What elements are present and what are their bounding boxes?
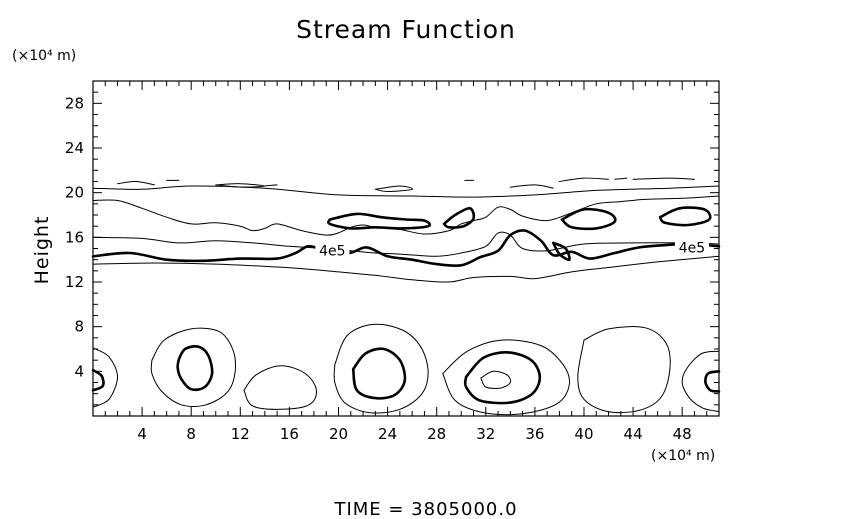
contour-line (150, 327, 237, 408)
plot-frame (92, 80, 720, 417)
contour-line (264, 184, 278, 187)
contour-line-thick (442, 206, 476, 229)
contour-line (577, 326, 671, 414)
contour-line (442, 339, 571, 416)
y-tick-label: 16 (65, 228, 84, 246)
y-tick-label: 28 (65, 94, 84, 112)
y-tick-label: 8 (74, 318, 84, 336)
y-tick-label: 20 (65, 184, 84, 202)
contour-line-thick (704, 370, 721, 393)
y-tick-label: 12 (65, 273, 84, 291)
contour-line (374, 185, 413, 192)
contour-line (92, 185, 720, 198)
contour-line (92, 255, 720, 283)
contour-line (509, 184, 554, 189)
x-tick-label: 20 (329, 425, 348, 443)
contour-line (117, 180, 155, 186)
contour-line (92, 347, 118, 408)
contour-labels: 4e5 4e5 (315, 238, 709, 260)
x-tick-label: 36 (525, 425, 544, 443)
contour-label-background (674, 238, 709, 256)
contour-line-thick (658, 206, 712, 227)
contour-line (558, 177, 609, 182)
x-tick-label: 12 (231, 425, 250, 443)
axis-ticks (93, 81, 719, 416)
contour-line (480, 370, 512, 389)
contour-line (632, 177, 695, 180)
time-footer: TIME = 3805000.0 (333, 499, 517, 519)
contour-label-background (315, 241, 350, 259)
y-tick-label: 24 (65, 139, 84, 157)
x-tick-label: 48 (673, 425, 692, 443)
chart-title: Stream Function (296, 15, 516, 44)
x-tick-label: 44 (624, 425, 643, 443)
contour-line-thick (552, 241, 571, 262)
contour-line-thick (463, 351, 542, 405)
contour-line-thick (560, 207, 617, 231)
x-tick-label: 4 (137, 425, 147, 443)
x-axis-unit-label: (×10⁴ m) (651, 448, 715, 464)
y-tick-label: 4 (74, 362, 84, 380)
contour-line (681, 350, 720, 412)
y-axis-title: Height (31, 216, 53, 285)
contour-line (92, 231, 720, 257)
contour-line-thick (91, 368, 105, 392)
contour-line-thick (176, 345, 214, 392)
contour-lines (91, 177, 721, 416)
contour-line-thick (91, 229, 721, 268)
x-tick-label: 8 (186, 425, 196, 443)
contour-line-thick (327, 212, 432, 230)
x-tick-label: 24 (378, 425, 397, 443)
y-axis-unit-label: (×10⁴ m) (12, 48, 76, 64)
x-tick-label: 28 (427, 425, 446, 443)
x-tick-label: 16 (280, 425, 299, 443)
x-tick-label: 40 (574, 425, 593, 443)
contour-label: 4e5 (679, 240, 705, 256)
x-tick-label: 32 (476, 425, 495, 443)
contour-line (614, 177, 628, 180)
contour-line-thick (351, 347, 407, 400)
contour-label: 4e5 (319, 244, 345, 260)
contour-line (333, 323, 429, 414)
contour-line (243, 365, 317, 410)
